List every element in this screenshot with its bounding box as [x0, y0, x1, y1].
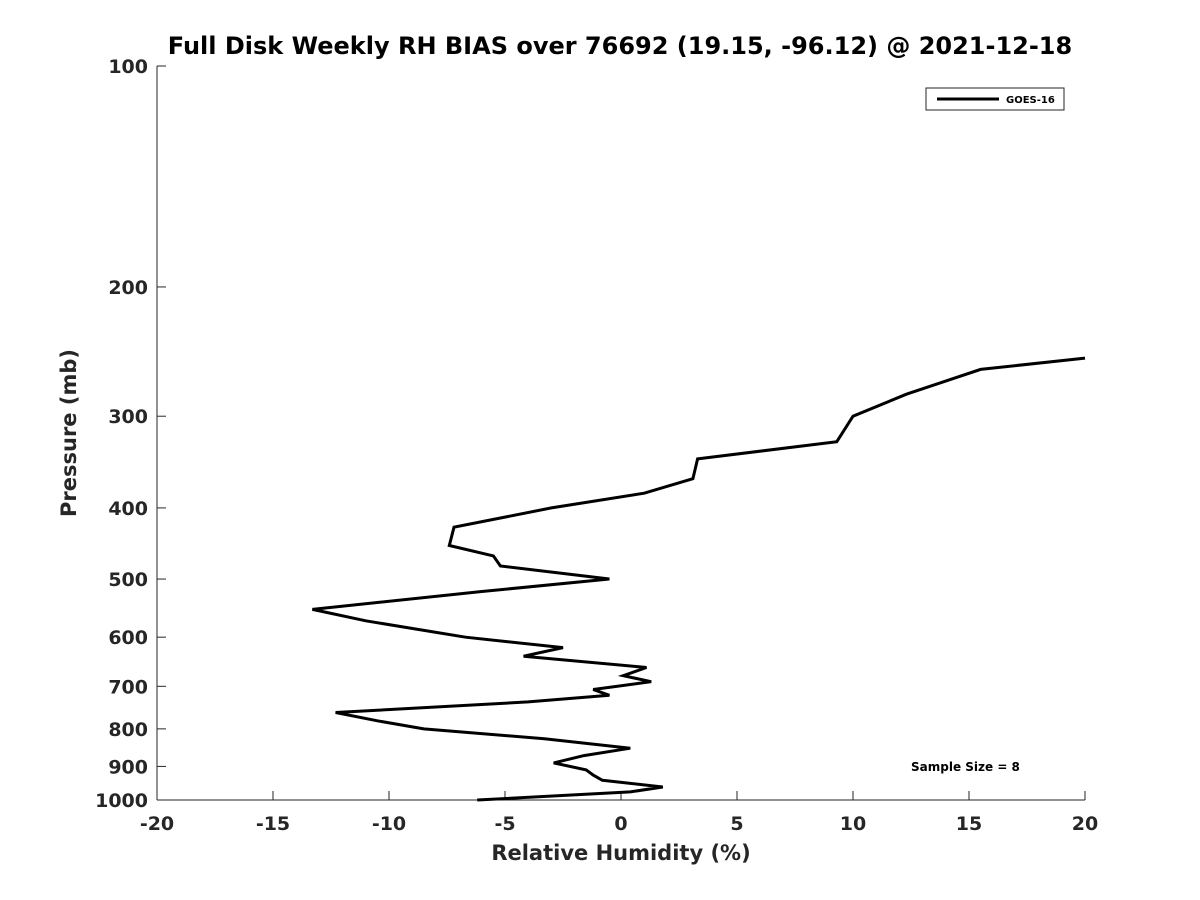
y-tick-label: 700 — [108, 676, 148, 698]
axes — [156, 66, 1085, 801]
x-tick-label: 5 — [730, 813, 743, 835]
x-tick-label: 10 — [840, 813, 866, 835]
x-tick-label: 15 — [956, 813, 982, 835]
y-tick-label: 900 — [108, 756, 148, 778]
y-tick-label: 800 — [108, 719, 148, 741]
series-line-goes-16 — [312, 356, 1086, 802]
x-tick-label: -10 — [372, 813, 406, 835]
y-tick-label: 1000 — [95, 790, 148, 812]
x-tick-label: -15 — [256, 813, 290, 835]
x-axis-ticks: -20 -15 -10 -5 0 5 10 15 20 — [140, 791, 1098, 835]
x-tick-label: -20 — [140, 813, 174, 835]
y-tick-label: 100 — [108, 56, 148, 78]
y-tick-label: 200 — [108, 277, 148, 299]
y-axis-label: Pressure (mb) — [57, 349, 81, 517]
legend-label-goes-16: GOES-16 — [1006, 95, 1055, 106]
y-tick-label: 300 — [108, 406, 148, 428]
sample-size-annotation: Sample Size = 8 — [911, 760, 1020, 774]
y-tick-label: 400 — [108, 498, 148, 520]
y-tick-label: 500 — [108, 569, 148, 591]
x-tick-label: 0 — [614, 813, 627, 835]
y-axis-ticks: 100 200 300 400 500 600 700 800 900 1000 — [95, 56, 166, 812]
x-tick-label: -5 — [494, 813, 515, 835]
legend: GOES-16 — [925, 87, 1065, 111]
y-tick-label: 600 — [108, 627, 148, 649]
x-axis-label: Relative Humidity (%) — [491, 841, 750, 865]
x-tick-label: 20 — [1072, 813, 1098, 835]
series-layer — [312, 356, 1086, 802]
chart-title: Full Disk Weekly RH BIAS over 76692 (19.… — [168, 32, 1072, 60]
